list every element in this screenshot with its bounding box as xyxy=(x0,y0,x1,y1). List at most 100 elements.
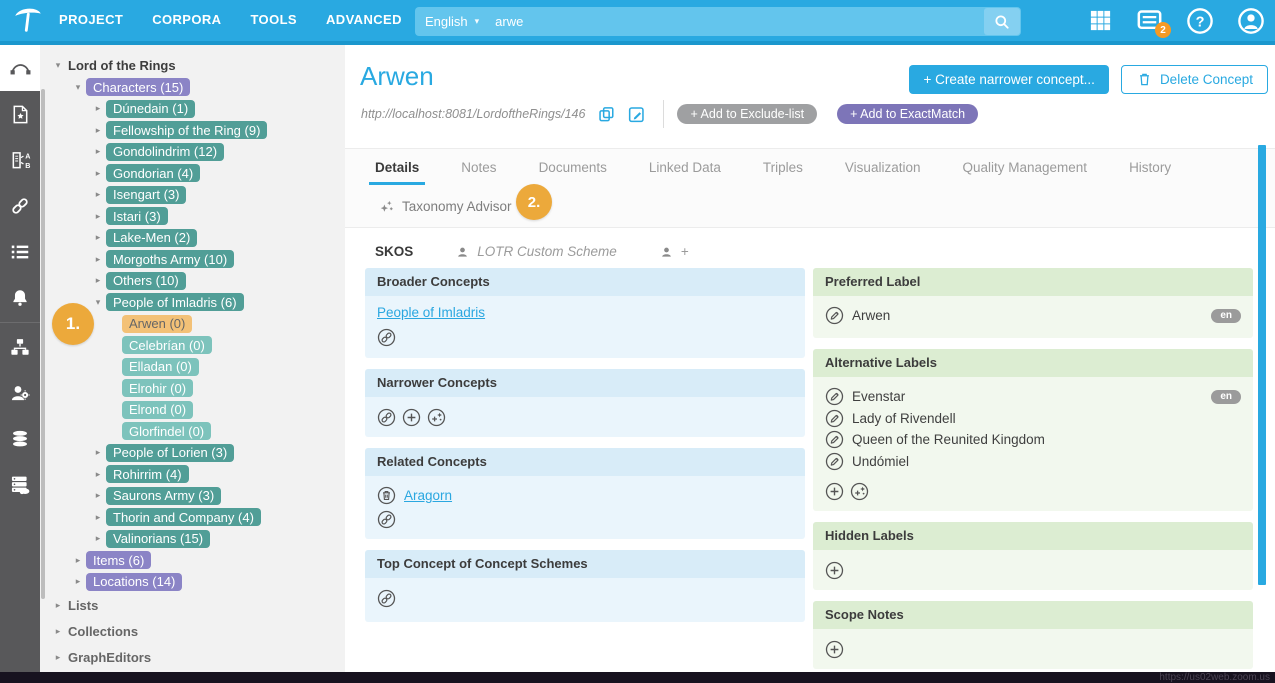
tree-expand-arrow[interactable]: ▸ xyxy=(95,533,101,544)
tree-row[interactable]: Glorfindel (0) xyxy=(40,421,345,443)
tab[interactable]: Notes xyxy=(461,159,497,175)
add-note-icon[interactable] xyxy=(825,640,844,659)
tree-row[interactable]: Elrohir (0) xyxy=(40,378,345,400)
add-scheme-tab[interactable]: + xyxy=(659,229,689,273)
help-icon[interactable] xyxy=(1186,7,1214,35)
tree-expand-arrow[interactable]: ▸ xyxy=(95,447,101,458)
tree-item-label[interactable]: Saurons Army (3) xyxy=(106,486,222,505)
remove-relation-icon[interactable] xyxy=(377,486,396,505)
tab[interactable]: Details xyxy=(368,149,426,185)
tree-expand-arrow[interactable]: ▸ xyxy=(95,103,101,114)
tree-item-label[interactable]: Istari (3) xyxy=(106,207,168,226)
tree-item-label[interactable]: GraphEditors xyxy=(68,650,152,665)
tree-item-label[interactable]: People of Imladris (6) xyxy=(106,293,244,312)
tree-row[interactable]: ▸ Gondorian (4) xyxy=(40,163,345,185)
link-concept-icon[interactable] xyxy=(377,408,396,427)
tree-item-label[interactable]: Items (6) xyxy=(86,551,152,570)
menu-item[interactable]: ADVANCED xyxy=(326,11,402,27)
tree-item-label[interactable]: Locations (14) xyxy=(86,572,183,591)
tree-row[interactable]: ▸ Lake-Men (2) xyxy=(40,227,345,249)
edit-label-icon[interactable] xyxy=(825,306,844,325)
delete-concept-button[interactable]: Delete Concept xyxy=(1120,65,1268,94)
tree-item-label[interactable]: Morgoths Army (10) xyxy=(106,250,235,269)
link-scheme-icon[interactable] xyxy=(377,589,396,608)
bezier-curve-icon[interactable] xyxy=(0,45,40,91)
tree-expand-arrow[interactable]: ▸ xyxy=(95,253,101,264)
suggest-label-icon[interactable] xyxy=(850,482,869,501)
tree-row[interactable]: ▾ Lord of the Rings xyxy=(40,55,345,77)
tree-item-label[interactable]: Others (10) xyxy=(106,271,186,290)
tree-item-label[interactable]: Arwen (0) xyxy=(122,314,193,333)
tree-expand-arrow[interactable]: ▸ xyxy=(95,511,101,522)
tab[interactable]: Linked Data xyxy=(648,159,721,175)
tree-expand-arrow[interactable]: ▾ xyxy=(75,81,81,92)
tree-item-label[interactable]: Rohirrim (4) xyxy=(106,465,189,484)
list-icon[interactable] xyxy=(0,229,40,275)
tree-row[interactable]: ▸ Fellowship of the Ring (9) xyxy=(40,120,345,142)
tree-item-label[interactable]: Lists xyxy=(68,598,99,613)
tab[interactable]: Quality Management xyxy=(962,159,1088,175)
tree-row[interactable]: ▸ Morgoths Army (10) xyxy=(40,249,345,271)
tree-row[interactable]: ▸ Lists xyxy=(40,593,345,619)
tree-expand-arrow[interactable]: ▸ xyxy=(95,468,101,479)
link-concept-icon[interactable] xyxy=(377,328,396,347)
add-label-icon[interactable] xyxy=(825,482,844,501)
database-icon[interactable] xyxy=(0,416,40,462)
global-search[interactable]: English ▾ arwe xyxy=(415,7,1021,36)
suggest-concept-icon[interactable] xyxy=(427,408,446,427)
hierarchy-icon[interactable] xyxy=(0,324,40,370)
account-icon[interactable] xyxy=(1237,7,1265,35)
tree-expand-arrow[interactable]: ▸ xyxy=(55,652,61,662)
tree-item-label[interactable]: Elrohir (0) xyxy=(122,379,194,398)
edit-label-icon[interactable] xyxy=(825,409,844,428)
edit-label-icon[interactable] xyxy=(825,452,844,471)
tree-row[interactable]: ▸ Locations (14) xyxy=(40,571,345,593)
tab[interactable]: Visualization xyxy=(844,159,921,175)
tree-expand-arrow[interactable]: ▸ xyxy=(95,146,101,157)
tree-item-label[interactable]: Gondorian (4) xyxy=(106,164,201,183)
related-concept-link[interactable]: Aragorn xyxy=(404,488,453,504)
tree-item-label[interactable]: Collections xyxy=(68,624,139,639)
tree-row[interactable]: ▸ Dúnedain (1) xyxy=(40,98,345,120)
search-button[interactable] xyxy=(984,8,1020,35)
tree-expand-arrow[interactable]: ▸ xyxy=(95,124,101,135)
tree-row[interactable]: ▸ Istari (3) xyxy=(40,206,345,228)
tree-row[interactable]: ▸ People of Lorien (3) xyxy=(40,442,345,464)
tree-row[interactable]: ▸ Others (10) xyxy=(40,270,345,292)
tree-expand-arrow[interactable]: ▸ xyxy=(75,576,81,587)
tree-item-label[interactable]: Valinorians (15) xyxy=(106,529,211,548)
tree-item-label[interactable]: Gondolindrim (12) xyxy=(106,142,225,161)
menu-item[interactable]: TOOLS xyxy=(250,11,297,27)
tree-item-label[interactable]: Thorin and Company (4) xyxy=(106,508,261,527)
link-icon[interactable] xyxy=(0,183,40,229)
tab-lotr-custom-scheme[interactable]: LOTR Custom Scheme xyxy=(455,229,617,273)
tree-item-label[interactable]: Celebrían (0) xyxy=(122,336,212,355)
tree-item-label[interactable]: People of Lorien (3) xyxy=(106,443,235,462)
tab[interactable]: Triples xyxy=(762,159,803,175)
tree-row[interactable]: ▸ Gondolindrim (12) xyxy=(40,141,345,163)
tree-scrollbar[interactable] xyxy=(41,89,45,599)
search-input[interactable]: arwe xyxy=(495,14,524,29)
edit-label-icon[interactable] xyxy=(825,430,844,449)
tab-skos[interactable]: SKOS xyxy=(368,229,420,273)
tree-expand-arrow[interactable]: ▾ xyxy=(95,296,101,307)
tree-expand-arrow[interactable]: ▾ xyxy=(55,60,61,71)
tree-row[interactable]: Elladan (0) xyxy=(40,356,345,378)
tree-row[interactable]: Arwen (0) xyxy=(40,313,345,335)
content-scrollbar[interactable] xyxy=(1258,145,1266,585)
tree-item-label[interactable]: Fellowship of the Ring (9) xyxy=(106,121,268,140)
tree-expand-arrow[interactable]: ▸ xyxy=(55,600,61,610)
tree-row[interactable]: Celebrían (0) xyxy=(40,335,345,357)
tab[interactable]: Documents xyxy=(538,159,607,175)
add-concept-icon[interactable] xyxy=(402,408,421,427)
tree-row[interactable]: Elrond (0) xyxy=(40,399,345,421)
tab[interactable]: History xyxy=(1129,159,1172,175)
tree-expand-arrow[interactable]: ▸ xyxy=(95,232,101,243)
tree-row[interactable]: ▸ GraphEditors xyxy=(40,645,345,671)
copy-uri-icon[interactable] xyxy=(597,105,616,124)
tree-expand-arrow[interactable]: ▸ xyxy=(75,554,81,565)
tree-row[interactable]: ▾ People of Imladris (6) xyxy=(40,292,345,314)
app-logo-icon[interactable] xyxy=(11,2,45,36)
bell-icon[interactable] xyxy=(0,275,40,321)
broader-concept-link[interactable]: People of Imladris xyxy=(377,305,486,320)
